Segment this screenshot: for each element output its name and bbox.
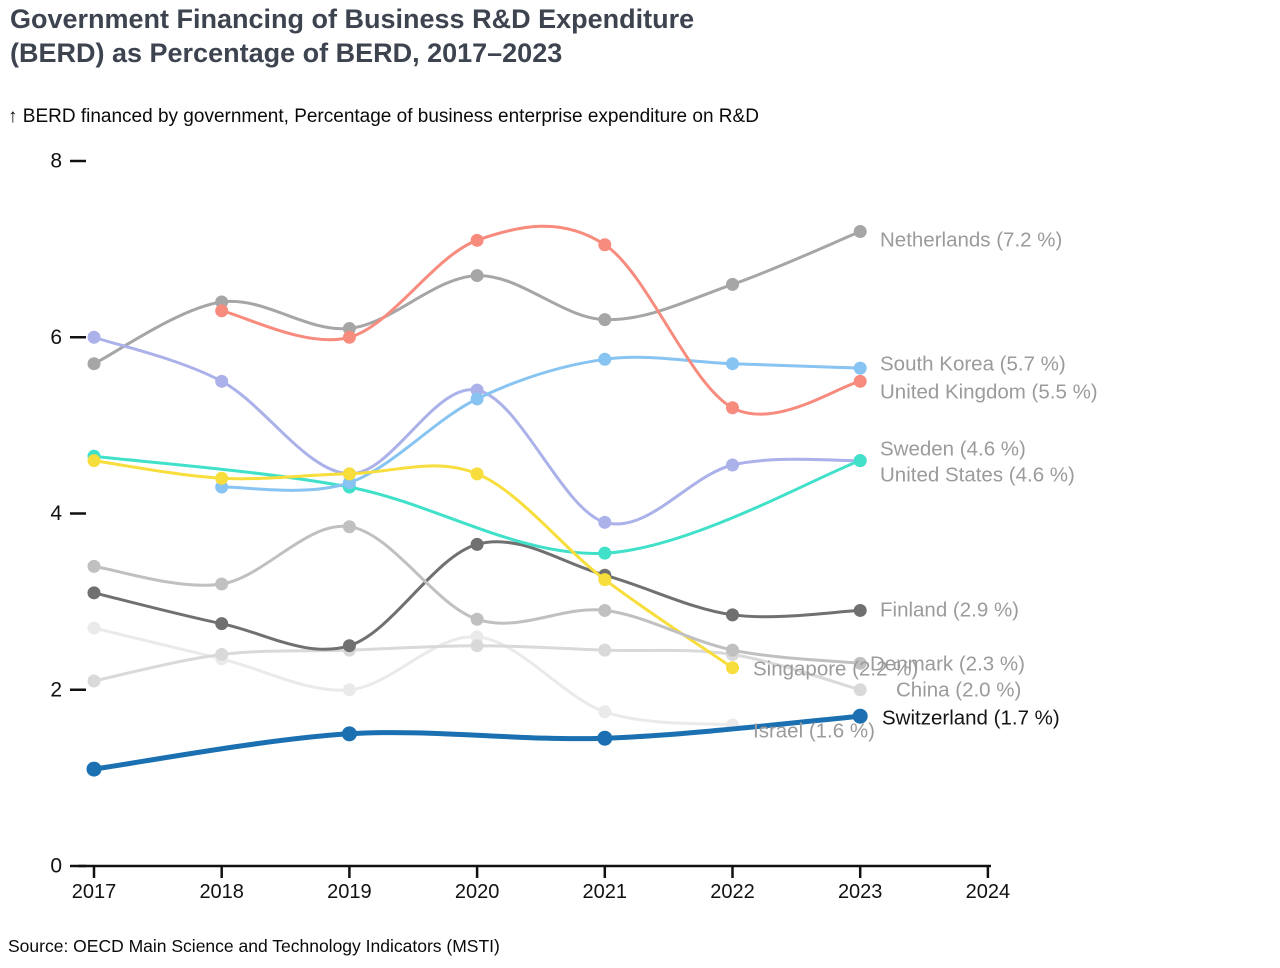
data-point-sweden-2021 (598, 546, 612, 560)
data-point-denmark-2023 (853, 656, 867, 670)
x-axis-tick-label-2020: 2020 (455, 881, 500, 903)
data-point-china-2020 (470, 639, 484, 653)
data-point-israel-2019 (342, 683, 356, 697)
data-point-israel-2017 (87, 621, 101, 635)
series-line-singapore (92, 459, 734, 670)
series-end-label-singapore: Singapore (2.2 %) (753, 658, 918, 681)
data-point-finland-2023 (853, 603, 867, 617)
x-axis-tick-label-2021: 2021 (583, 881, 628, 903)
data-point-netherlands-2022 (726, 277, 739, 291)
data-point-singapore-2019 (342, 467, 356, 481)
data-point-united-kingdom-2018 (215, 304, 229, 318)
data-point-finland-2019 (342, 639, 356, 653)
y-axis-tick-label-8: 8 (50, 150, 62, 173)
x-axis-tick-label-2022: 2022 (710, 881, 755, 903)
series-end-label-denmark: Denmark (2.3 %) (870, 653, 1025, 676)
data-point-south-korea-2022 (726, 357, 739, 371)
y-axis-tick-label-6: 6 (50, 326, 62, 349)
series-end-label-israel: Israel (1.6 %) (753, 720, 875, 743)
data-point-switzerland-2021 (597, 730, 613, 746)
data-point-switzerland-2017 (86, 761, 102, 777)
data-point-united-states-2022 (726, 458, 739, 472)
series-line-south-korea (220, 355, 862, 492)
data-point-switzerland-2019 (341, 726, 357, 742)
series-line-israel (92, 626, 734, 727)
data-point-china-2023 (853, 683, 867, 697)
y-axis-tick-label-2: 2 (50, 678, 62, 701)
data-point-south-korea-2020 (470, 392, 484, 406)
chart-title-line1: Government Financing of Business R&D Exp… (10, 4, 695, 34)
source-note: Source: OECD Main Science and Technology… (8, 936, 500, 956)
data-point-israel-2021 (598, 705, 612, 719)
series-line-netherlands (92, 230, 862, 366)
data-point-denmark-2021 (598, 603, 612, 617)
data-point-china-2021 (598, 643, 612, 657)
data-point-united-states-2017 (87, 330, 101, 344)
series-end-label-netherlands: Netherlands (7.2 %) (880, 229, 1062, 252)
data-point-united-kingdom-2019 (342, 330, 356, 344)
chart-title-line2: (BERD) as Percentage of BERD, 2017–2023 (10, 38, 563, 68)
data-point-netherlands-2017 (87, 357, 101, 371)
series-line-switzerland (91, 713, 863, 772)
series-line-sweden (92, 454, 862, 555)
series-end-label-finland: Finland (2.9 %) (880, 599, 1019, 622)
x-axis-tick-label-2023: 2023 (838, 881, 883, 903)
x-axis-tick-label-2018: 2018 (199, 881, 244, 903)
x-axis-tick-label-2017: 2017 (72, 881, 117, 903)
data-point-denmark-2017 (87, 559, 101, 573)
data-point-sweden-2023 (853, 454, 867, 468)
chart-title: Government Financing of Business R&D Exp… (10, 2, 694, 70)
data-point-singapore-2017 (87, 454, 101, 468)
data-point-netherlands-2023 (853, 225, 867, 238)
data-point-denmark-2022 (726, 643, 739, 657)
series-line-united-kingdom (220, 224, 862, 416)
data-point-united-states-2018 (215, 374, 229, 388)
series-end-label-united-states: United States (4.6 %) (880, 464, 1075, 487)
data-point-denmark-2018 (215, 577, 229, 591)
data-point-singapore-2020 (470, 467, 484, 481)
y-axis-tick-label-4: 4 (50, 502, 62, 525)
series-end-label-china: China (2.0 %) (896, 679, 1021, 702)
data-point-south-korea-2021 (598, 352, 612, 366)
series-end-label-switzerland: Switzerland (1.7 %) (882, 707, 1060, 730)
y-axis-description: ↑ BERD financed by government, Percentag… (8, 106, 759, 127)
data-point-singapore-2018 (215, 471, 229, 485)
data-point-finland-2017 (87, 586, 101, 600)
series-end-label-south-korea: South Korea (5.7 %) (880, 353, 1066, 376)
data-point-netherlands-2020 (470, 269, 484, 283)
data-point-south-korea-2023 (853, 361, 867, 375)
data-point-switzerland-2023 (852, 708, 868, 724)
data-point-finland-2018 (215, 617, 229, 631)
data-point-finland-2022 (726, 608, 739, 622)
data-point-denmark-2020 (470, 612, 484, 626)
series-end-label-united-kingdom: United Kingdom (5.5 %) (880, 381, 1098, 404)
y-axis-tick-label-0: 0 (50, 855, 62, 878)
data-point-finland-2020 (470, 537, 484, 551)
data-point-netherlands-2021 (598, 313, 612, 327)
data-point-china-2017 (87, 674, 101, 688)
x-axis-tick-label-2024: 2024 (966, 881, 1011, 903)
data-point-united-states-2021 (598, 515, 612, 529)
data-point-singapore-2022 (726, 661, 739, 675)
data-point-united-kingdom-2023 (853, 374, 867, 388)
series-end-label-sweden: Sweden (4.6 %) (880, 438, 1026, 461)
data-point-united-kingdom-2022 (726, 401, 739, 415)
data-point-denmark-2019 (342, 520, 356, 534)
data-point-united-kingdom-2020 (470, 233, 484, 247)
x-axis-tick-label-2019: 2019 (327, 881, 372, 903)
data-point-united-kingdom-2021 (598, 238, 612, 252)
data-point-singapore-2021 (598, 573, 612, 587)
data-point-china-2018 (215, 648, 229, 661)
